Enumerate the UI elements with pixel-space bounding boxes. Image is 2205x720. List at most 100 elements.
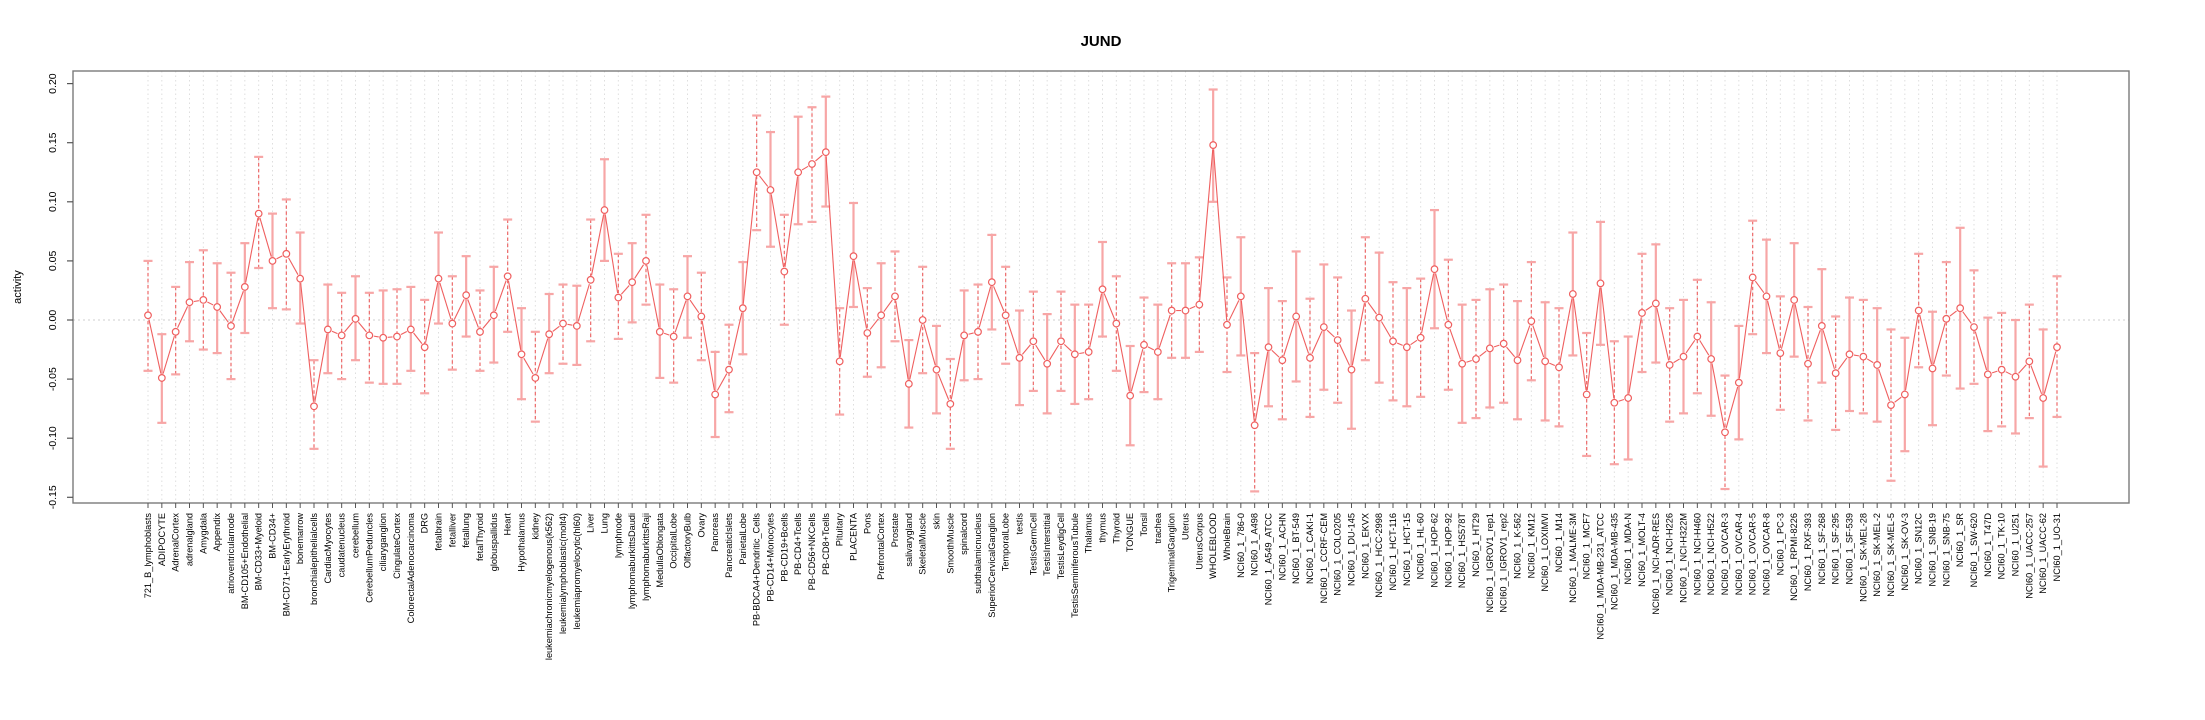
y-tick-label: -0.15 — [47, 485, 59, 509]
data-point — [1292, 312, 1301, 321]
x-tick-label: NCI60_1_SNB-19 — [1928, 513, 1938, 587]
x-tick-label: NCI60_1_HCT-15 — [1402, 513, 1412, 586]
connector-line — [1586, 287, 1601, 391]
connector-line — [207, 301, 214, 306]
x-tick-label: salivarygland — [904, 513, 914, 567]
data-point — [213, 303, 222, 311]
data-point — [711, 390, 720, 399]
connector-line — [231, 290, 244, 322]
x-tick-label: leukemiachronicmyelogenous(k562) — [544, 513, 554, 660]
connector-line — [950, 339, 964, 400]
x-tick-label: NCI60_1_SF-295 — [1831, 513, 1841, 585]
x-tick-label: NCI60_1_UO-31 — [2052, 513, 2062, 581]
connector-line — [591, 214, 605, 276]
x-tick-label: testis — [1015, 513, 1025, 535]
connector-line — [759, 175, 769, 187]
connector-line — [1421, 273, 1435, 334]
x-tick-label: TemporalLobe — [1001, 513, 1011, 571]
data-point — [1333, 336, 1342, 344]
data-point — [780, 267, 789, 276]
x-tick-label: ParietalLobe — [738, 513, 748, 565]
data-point — [185, 298, 194, 307]
data-point — [974, 327, 982, 336]
connector-line — [646, 265, 660, 328]
x-tick-label: globuspallidus — [489, 513, 499, 572]
connector-line — [815, 154, 823, 162]
connector-line — [1809, 329, 1821, 360]
x-tick-label: NCI60_1_U251 — [2011, 513, 2021, 576]
data-point — [199, 296, 208, 304]
data-point — [960, 331, 969, 340]
x-tick-label: NCI60_1_SW-620 — [1969, 513, 1979, 587]
connector-line — [1656, 307, 1670, 361]
data-point — [1223, 320, 1231, 329]
data-point — [1624, 394, 1633, 402]
connector-line — [1089, 293, 1103, 348]
connector-line — [567, 323, 573, 326]
connector-line — [1212, 149, 1228, 321]
x-tick-label: caudatenucleus — [337, 513, 347, 578]
data-point — [1264, 343, 1273, 352]
data-point — [1541, 357, 1550, 366]
data-point — [1693, 332, 1702, 341]
data-point — [1555, 363, 1563, 372]
data-point — [1582, 390, 1591, 399]
data-point — [863, 329, 872, 337]
x-tick-label: NCI60_1_UACC-257 — [2024, 513, 2034, 599]
connector-line — [357, 321, 367, 333]
data-point — [918, 316, 927, 324]
connector-line — [634, 264, 645, 279]
data-point — [2011, 372, 2020, 381]
connector-line — [1919, 314, 1932, 365]
connector-line — [895, 300, 909, 380]
x-tick-label: thymus — [1098, 513, 1108, 543]
x-tick-label: NCI60_1_RPMI-8226 — [1789, 513, 1799, 601]
connector-line — [259, 217, 272, 257]
connector-line — [923, 324, 936, 366]
x-tick-label: NCI60_1_T47D — [1983, 513, 1993, 577]
data-point — [393, 332, 401, 341]
data-point — [1748, 273, 1757, 282]
x-tick-label: UterusCorpus — [1194, 513, 1204, 570]
x-tick-label: ADIPOCYTE — [157, 513, 167, 566]
connector-line — [177, 306, 189, 328]
x-tick-label: PB-CD14+Monocytes — [766, 513, 776, 602]
data-point — [559, 319, 567, 328]
y-tick-label: 0.05 — [47, 251, 59, 272]
x-tick-label: OlfactoryBulb — [683, 513, 693, 568]
connector-line — [2043, 351, 2057, 394]
data-point — [1568, 290, 1577, 298]
data-point — [1098, 285, 1107, 294]
x-tick-label: NCI60_1_MDA-MB-231_ATCC — [1596, 513, 1606, 640]
x-tick-label: TONGUE — [1125, 513, 1135, 552]
axis-layer: 0.20 0.15 0.10 0.05 0.00 -0.05 -0.10 -0.15 721_B… — [47, 73, 2062, 660]
connector-line — [1905, 314, 1919, 391]
connector-line — [1822, 330, 1835, 370]
connector-line — [1754, 280, 1765, 294]
x-tick-label: fetalThyroid — [475, 513, 485, 561]
x-tick-label: NCI60_1_HOP-62 — [1430, 513, 1440, 588]
x-tick-label: NCI60_1_OVCAR-8 — [1762, 513, 1772, 595]
x-tick-label: BM-CD34+ — [268, 513, 278, 559]
x-tick-label: subthalamicnucleus — [973, 513, 983, 594]
data-point — [697, 312, 706, 321]
connector-line — [1837, 357, 1848, 370]
connector-line — [1572, 298, 1587, 391]
data-point — [351, 314, 360, 323]
x-tick-label: NCI60_1_SK-MEL-28 — [1858, 513, 1868, 602]
x-tick-label: Heart — [503, 513, 513, 536]
connector-line — [1767, 300, 1780, 349]
data-point — [157, 374, 166, 382]
connector-line — [1991, 370, 1998, 374]
connector-line — [1699, 340, 1710, 356]
connector-line — [288, 257, 299, 275]
data-point — [932, 365, 941, 374]
data-point — [1430, 265, 1439, 274]
x-tick-label: BM-CD105+Endothelial — [240, 513, 250, 609]
connector-line — [1794, 304, 1808, 360]
x-tick-label: NCI60_1_HL-60 — [1416, 513, 1426, 579]
connector-line — [1147, 346, 1155, 351]
data-point — [254, 209, 263, 218]
data-point — [1527, 317, 1536, 326]
data-point — [144, 311, 152, 320]
